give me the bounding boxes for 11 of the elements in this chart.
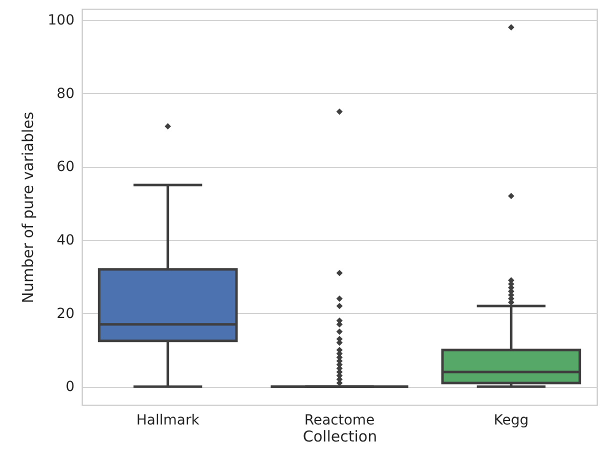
y-axis-title: Number of pure variables	[18, 112, 37, 304]
x-axis-title: Collection	[302, 428, 378, 446]
y-tick-label: 20	[56, 306, 74, 322]
y-tick-label: 40	[56, 232, 74, 248]
y-tick-label: 100	[48, 12, 74, 28]
x-tick-label: Kegg	[494, 412, 529, 428]
x-tick-label: Hallmark	[136, 412, 200, 428]
y-tick-label: 80	[56, 86, 74, 102]
y-tick-label: 60	[56, 159, 74, 176]
y-tick-label: 0	[66, 379, 74, 396]
x-tick-label: Reactome	[304, 412, 375, 428]
